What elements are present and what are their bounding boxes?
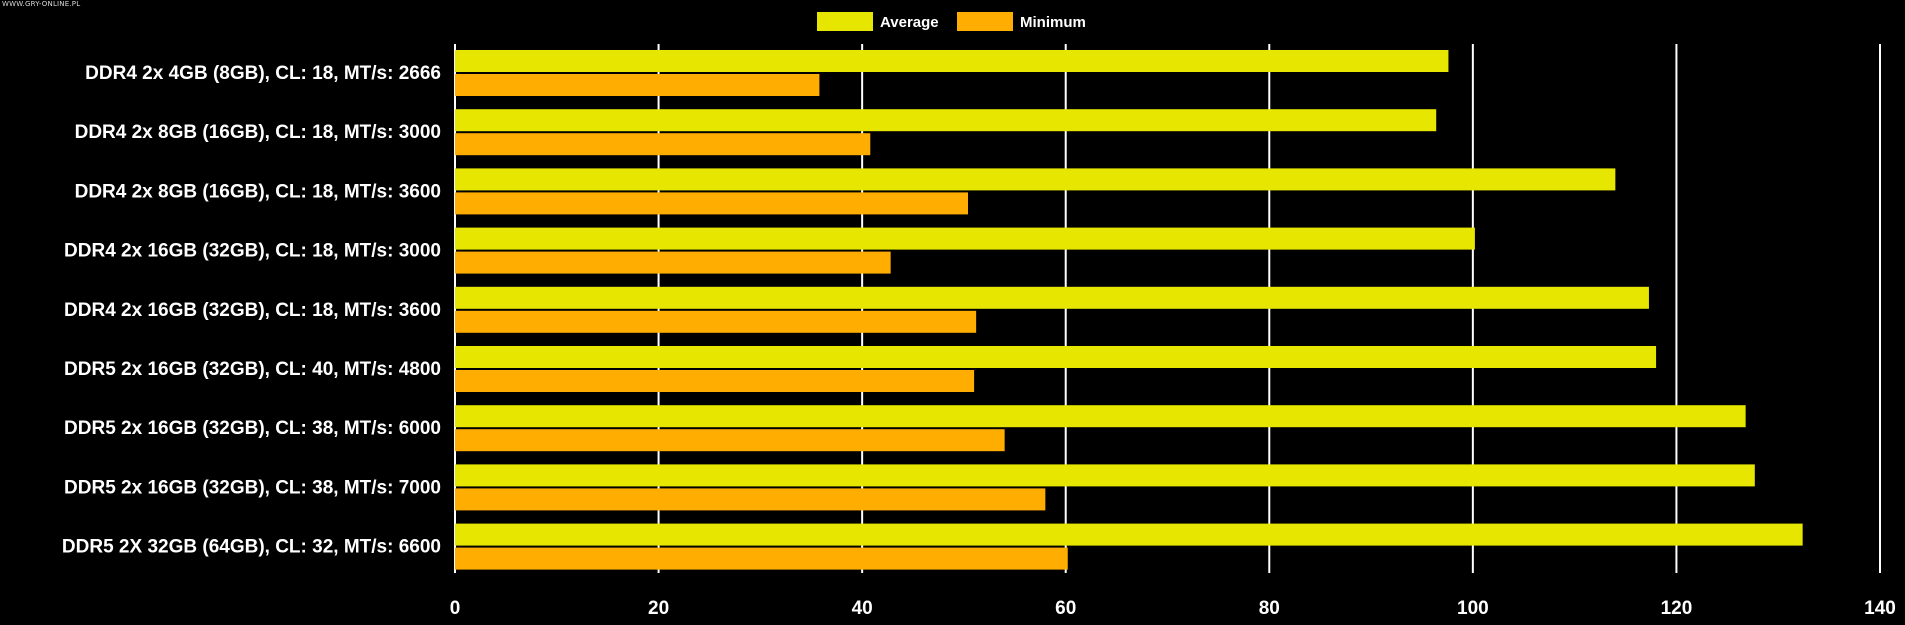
category-label: DDR4 2x 8GB (16GB), CL: 18, MT/s: 3000 <box>75 122 441 143</box>
average-bar <box>455 286 1649 309</box>
x-tick-label: 80 <box>1259 598 1280 619</box>
x-axis-ticks: 0 20 40 60 80 100 120 140 <box>450 598 1896 619</box>
category-label: DDR5 2x 16GB (32GB), CL: 38, MT/s: 6000 <box>64 418 441 439</box>
category-labels: DDR4 2x 4GB (8GB), CL: 18, MT/s: 2666 DDR… <box>62 63 441 558</box>
minimum-bar <box>455 251 891 274</box>
x-tick-label: 40 <box>852 598 873 619</box>
average-bar <box>455 168 1616 191</box>
minimum-bar <box>455 370 975 392</box>
category-label: DDR4 2x 8GB (16GB), CL: 18, MT/s: 3600 <box>75 181 441 202</box>
minimum-legend-label: Minimum <box>1020 14 1086 31</box>
average-bar <box>455 50 1449 72</box>
minimum-bar <box>455 192 968 215</box>
x-tick-label: 0 <box>450 598 461 619</box>
x-tick-label: 20 <box>648 598 669 619</box>
average-bar <box>455 227 1475 250</box>
minimum-bar <box>455 547 1068 570</box>
average-bar <box>455 464 1755 487</box>
watermark: WWW.GRY-ONLINE.PL <box>2 0 81 8</box>
x-tick-label: 60 <box>1055 598 1076 619</box>
minimum-legend-swatch <box>957 12 1013 31</box>
category-label: DDR4 2x 16GB (32GB), CL: 18, MT/s: 3600 <box>64 300 441 321</box>
minimum-bar <box>455 488 1046 511</box>
average-bar <box>455 346 1657 368</box>
average-bar <box>455 523 1803 546</box>
minimum-bar <box>455 429 1005 452</box>
x-tick-label: 100 <box>1457 598 1489 619</box>
category-label: DDR4 2x 16GB (32GB), CL: 18, MT/s: 3000 <box>64 241 441 262</box>
minimum-bar <box>455 310 977 333</box>
average-legend-swatch <box>817 12 873 31</box>
category-label: DDR5 2X 32GB (64GB), CL: 32, MT/s: 6600 <box>62 537 441 558</box>
x-tick-label: 140 <box>1864 598 1896 619</box>
average-bar <box>455 109 1437 132</box>
category-label: DDR5 2x 16GB (32GB), CL: 38, MT/s: 7000 <box>64 477 441 498</box>
average-legend-label: Average <box>880 14 939 31</box>
minimum-bar <box>455 74 820 96</box>
category-label: DDR5 2x 16GB (32GB), CL: 40, MT/s: 4800 <box>64 359 441 380</box>
minimum-bar <box>455 133 871 156</box>
average-bar <box>455 405 1746 428</box>
category-label: DDR4 2x 4GB (8GB), CL: 18, MT/s: 2666 <box>85 63 441 84</box>
legend: Average Minimum <box>817 12 1086 31</box>
x-tick-label: 120 <box>1661 598 1693 619</box>
bars <box>455 50 1803 570</box>
